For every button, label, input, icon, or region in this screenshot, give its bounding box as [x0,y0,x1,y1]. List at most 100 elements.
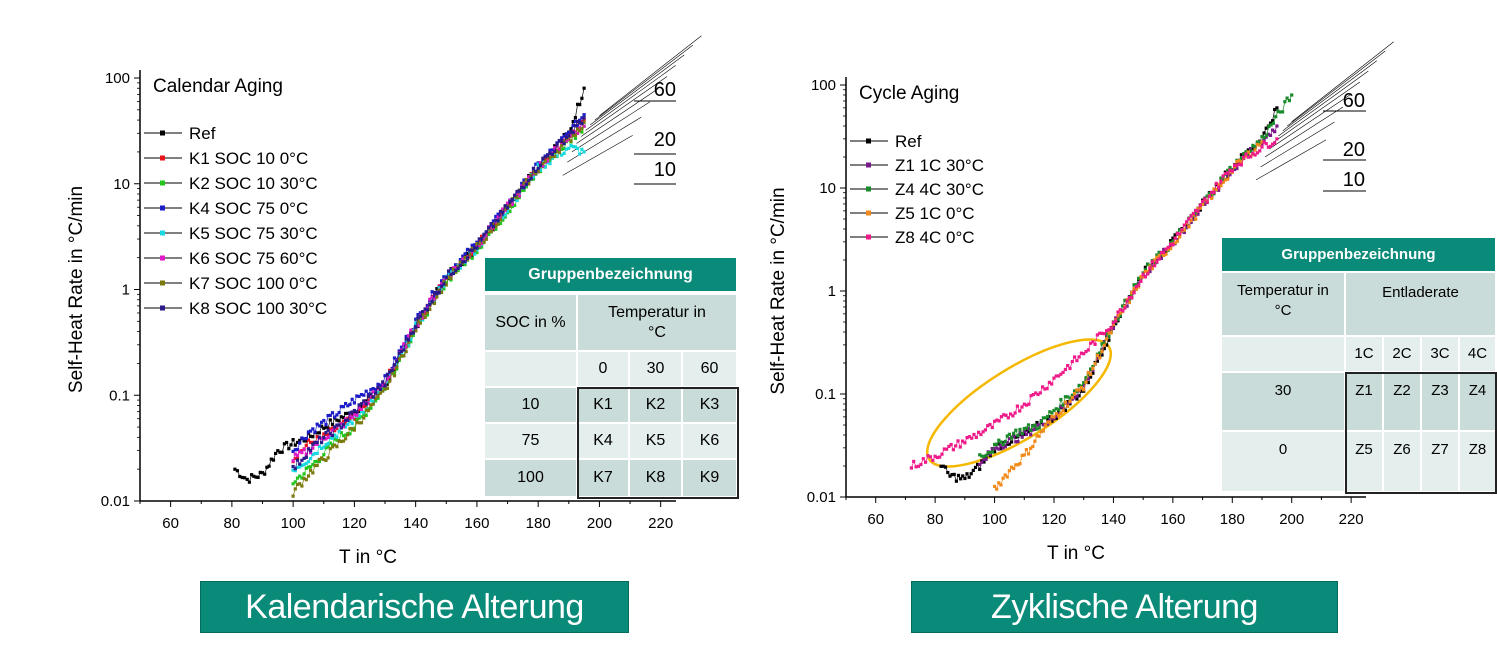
data-point [1139,279,1143,283]
data-point [423,307,427,311]
data-point [557,151,561,155]
data-point [1235,159,1239,164]
data-point [988,450,992,454]
cell-Z7: Z7 [1422,432,1458,491]
data-point [300,449,304,453]
data-point [454,263,458,267]
data-point [392,363,397,367]
data-point [982,460,986,464]
data-point [357,403,361,407]
data-point [571,120,575,124]
data-point [578,121,582,125]
data-point [374,396,378,400]
data-point [513,197,517,201]
data-point [357,405,361,409]
data-point [550,156,554,160]
col-0: 0 [578,352,628,386]
data-point [1214,188,1218,192]
data-point [1046,422,1050,426]
data-point [465,247,470,251]
data-point [440,290,444,294]
data-point [1148,264,1152,268]
data-point [300,451,304,455]
data-point [982,457,986,461]
data-point [1063,408,1067,412]
data-point [388,379,392,383]
data-point [440,284,444,288]
data-point [350,410,354,414]
cell-K1: K1 [578,388,628,422]
data-point [1033,427,1037,431]
data-point [501,207,505,211]
data-point [517,189,521,193]
data-point [560,144,564,148]
data-point [1264,142,1268,146]
data-point [947,444,951,448]
data-point [423,311,427,315]
data-point [482,235,486,239]
data-point [1012,435,1016,439]
data-point [315,431,319,435]
data-point [335,445,339,449]
data-point [1230,169,1234,173]
data-point [1012,466,1016,471]
data-point [1153,258,1157,262]
data-point [311,440,315,444]
legend-marker [160,180,165,186]
data-point [333,433,337,437]
data-point [1031,444,1035,449]
data-point [271,458,276,462]
data-point [1219,184,1223,188]
y-axis-label: Self-Heat Rate in °C/min [66,186,87,393]
data-point [553,154,557,159]
data-point [313,463,317,468]
data-point [489,226,493,230]
data-point [952,472,956,476]
data-point [1075,397,1079,401]
data-point [982,454,986,459]
data-point [362,412,366,416]
data-point [238,474,242,479]
data-point [1014,440,1018,444]
highlight-ellipse [925,338,1113,468]
data-point [1264,126,1268,130]
data-point [1273,141,1277,145]
data-point [1212,191,1216,195]
data-point [580,147,584,151]
data-point [1271,119,1275,123]
data-point [1125,304,1129,308]
data-point [520,188,524,192]
data-point [1162,250,1166,254]
data-point [378,387,382,392]
data-point [1171,243,1175,247]
data-point [374,391,378,395]
calendar-group-table: Gruppenbezeichnung SOC in % Temperatur i… [485,258,739,499]
data-point [463,263,467,267]
data-point [1171,239,1175,243]
data-point [359,407,364,411]
data-point [335,435,339,439]
data-point [421,318,425,322]
data-point [322,453,326,457]
data-point [1061,406,1065,410]
data-point [1251,151,1255,156]
data-point [1175,239,1179,243]
data-point [328,431,332,435]
data-point [919,462,923,467]
data-point [362,401,366,406]
data-point [1052,376,1056,380]
data-point [1091,371,1095,375]
data-point [1260,134,1264,139]
data-point [1026,452,1031,456]
data-point [320,456,324,460]
data-point [1201,199,1205,203]
data-point [414,321,418,325]
calendar-aging-chart: 60 80 100 120 140 160 180 200 2200.010.1110100T … [66,35,702,568]
data-point [933,454,937,458]
data-point [374,399,378,403]
data-point [341,439,346,443]
data-point [1048,415,1052,419]
data-point [1009,412,1013,416]
data-point [326,433,330,437]
data-point [449,276,453,280]
